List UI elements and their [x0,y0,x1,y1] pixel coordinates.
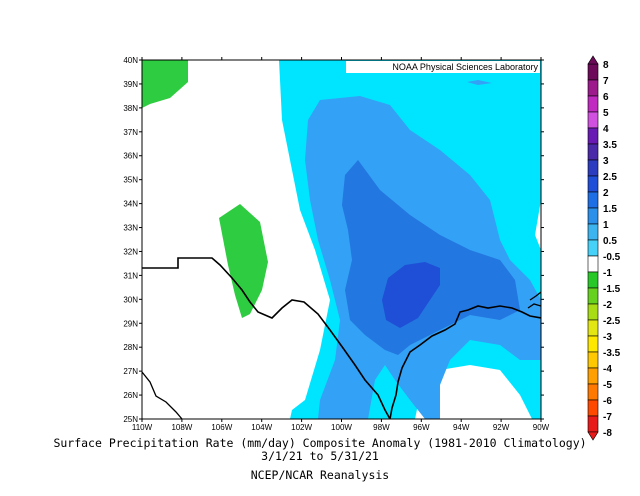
colorbar-label: 3 [603,156,609,167]
lat-tick-label: 38N [123,104,138,113]
colorbar-label: 2 [603,188,609,199]
colorbar-label: 7 [603,76,609,87]
lon-tick-label: 106W [211,423,232,432]
lon-tick-label: 92W [493,423,510,432]
colorbar-label: -1 [603,268,612,279]
colorbar-label: 0.5 [603,236,617,247]
lat-tick-label: 34N [123,200,138,209]
colorbar-label: -4 [603,364,612,375]
colorbar-segment [587,303,599,321]
lon-tick-label: 100W [331,423,352,432]
colorbar-label: -6 [603,396,612,407]
lat-tick-label: 30N [123,295,138,304]
us-mexico-border-line [142,257,391,419]
baja-coastline [142,371,183,419]
lat-tick-label: 27N [123,367,138,376]
caption-title: Surface Precipitation Rate (mm/day) Comp… [53,436,587,450]
lat-tick-label: 26N [123,391,138,400]
lat-tick-label: 29N [123,319,138,328]
colorbar-label: -5 [603,380,612,391]
colorbar-label: -8 [603,428,612,439]
colorbar-label: -1.5 [603,284,621,295]
colorbar-segment [587,399,599,417]
lon-tick-label: 96W [413,423,430,432]
colorbar-segment [587,239,599,257]
colorbar-segment [587,287,599,305]
colorbar-label: 5 [603,108,609,119]
colorbar-segment [587,79,599,97]
colorbar-segment [587,95,599,113]
colorbar-segment [587,271,599,289]
lat-tick-label: 40N [123,56,138,65]
lon-tick-label: 104W [251,423,272,432]
colorbar-label: 1 [603,220,609,231]
colorbar-label: 6 [603,92,609,103]
caption-dates: 3/1/21 to 5/31/21 [261,449,379,463]
colorbar-label: 2.5 [603,172,617,183]
anomaly-region-green-west [219,204,268,318]
colorbar-label: -2 [603,300,612,311]
colorbar-segment [587,111,599,129]
colorbar-label: 1.5 [603,204,617,215]
anomaly-region-dark-blue [382,262,440,328]
colorbar-segment [587,351,599,369]
mississippi-delta [527,291,541,309]
colorbar-top-arrow [587,55,599,65]
colorbar-segment [587,175,599,193]
lon-tick-label: 94W [453,423,470,432]
lat-tick-label: 39N [123,80,138,89]
colorbar-segment [587,143,599,161]
lat-tick-label: 28N [123,343,138,352]
colorbar-segment [587,415,599,433]
latitude-axis: 25N 26N 27N 28N 29N 30N 31N 32N 33N 34N 35N 36N 37N 3… [123,56,544,424]
anomaly-region-green-nw [142,60,188,108]
colorbar-label: -0.5 [603,252,621,263]
lon-tick-label: 108W [171,423,192,432]
colorbar-label: 3.5 [603,140,617,151]
colorbar-segment [587,255,599,273]
credit-label: NOAA Physical Sciences Laboratory [392,62,538,72]
colorbar-segment [587,223,599,241]
lat-tick-label: 32N [123,247,138,256]
lon-tick-label: 102W [291,423,312,432]
colorbar-bottom-arrow [587,431,599,441]
colorbar-segment [587,335,599,353]
colorbar-segment [587,63,599,81]
colorbar-label: 8 [603,60,609,71]
lon-tick-label: 110W [132,423,153,432]
colorbar: 8 7 6 5 4 3.5 3 2.5 2 1.5 1 0.5 -0.5 -1 -1.5 -2 -2.5 -3 -3… [587,55,621,441]
lat-tick-label: 37N [123,128,138,137]
colorbar-segment [587,127,599,145]
colorbar-segment [587,367,599,385]
lat-tick-label: 31N [123,271,138,280]
lat-tick-label: 33N [123,224,138,233]
colorbar-segment [587,319,599,337]
credit-box [346,61,540,73]
colorbar-segment [587,383,599,401]
colorbar-segment [587,207,599,225]
colorbar-label: -7 [603,412,612,423]
longitude-axis: 110W 108W 106W 104W 102W 100W 98W 96W 94W 92W 90W [132,57,550,432]
colorbar-label: -3.5 [603,348,621,359]
colorbar-label: -2.5 [603,316,621,327]
gulf-coastline [389,305,541,419]
lat-tick-label: 35N [123,176,138,185]
colorbar-label: -3 [603,332,612,343]
lat-tick-label: 25N [123,415,138,424]
colorbar-segment [587,159,599,177]
lon-tick-label: 90W [533,423,550,432]
caption-source: NCEP/NCAR Reanalysis [250,468,390,482]
colorbar-segment [587,191,599,209]
anomaly-region-cyan-ne [467,80,492,85]
lon-tick-label: 98W [373,423,390,432]
lat-tick-label: 36N [123,152,138,161]
colorbar-label: 4 [603,124,609,135]
